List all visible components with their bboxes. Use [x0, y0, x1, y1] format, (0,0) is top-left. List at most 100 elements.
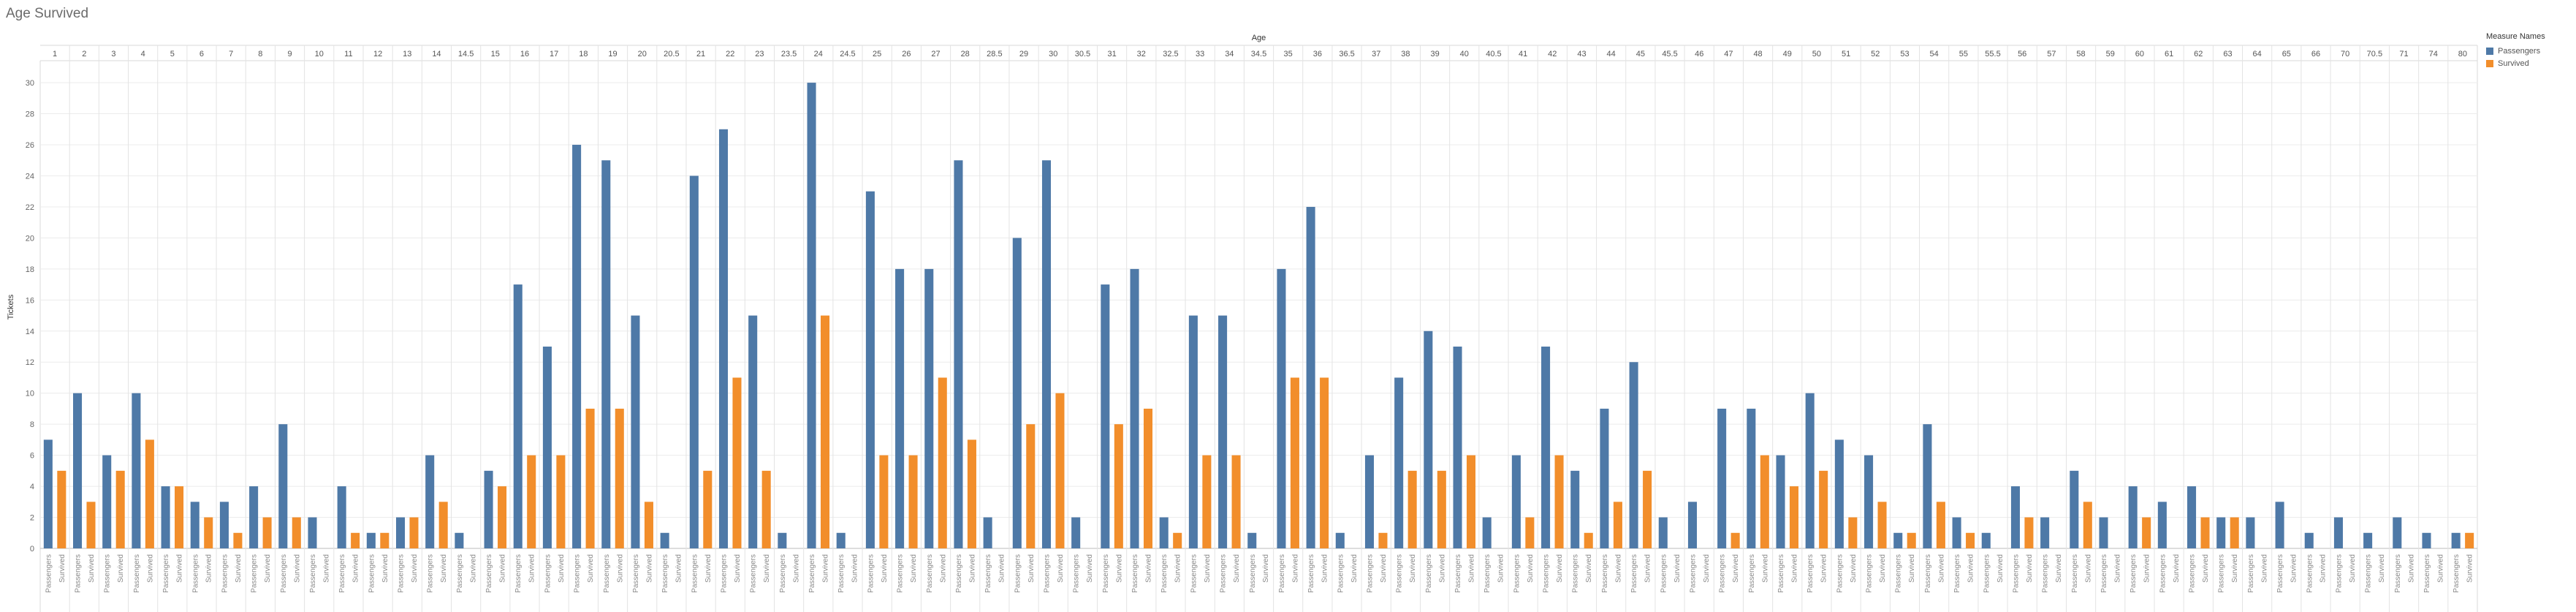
bar-survived	[2230, 517, 2239, 548]
measure-name-label: Passengers	[808, 554, 816, 593]
x-category-label: 11	[344, 50, 352, 58]
x-category-label: 74	[2429, 50, 2438, 58]
bar-survived	[438, 502, 448, 548]
measure-name-label: Passengers	[1220, 554, 1228, 593]
bar-survived	[761, 470, 771, 548]
measure-name-label: Passengers	[2452, 554, 2461, 593]
measure-name-label: Passengers	[2159, 554, 2167, 593]
x-category-label: 22	[726, 50, 734, 58]
measure-name-label: Survived	[58, 554, 67, 583]
x-category-label: 61	[2165, 50, 2173, 58]
bar-survived	[556, 455, 566, 548]
bar-survived	[938, 377, 947, 548]
x-category-label: 23	[755, 50, 764, 58]
bar-passengers	[73, 393, 83, 548]
bar-survived	[615, 408, 624, 548]
bar-passengers	[2304, 532, 2314, 548]
bar-passengers	[132, 393, 141, 548]
x-category-label: 40.5	[1486, 50, 1501, 58]
measure-name-label: Survived	[381, 554, 390, 583]
y-tick-label: 24	[26, 172, 34, 181]
bar-survived	[2200, 517, 2210, 548]
legend-title: Measure Names	[2486, 32, 2545, 41]
bar-passengers	[1747, 408, 1756, 548]
x-category-label: 46	[1695, 50, 1703, 58]
measure-name-label: Survived	[734, 554, 742, 583]
x-category-label: 34	[1225, 50, 1234, 58]
measure-name-label: Passengers	[398, 554, 406, 593]
bar-passengers	[572, 145, 582, 548]
measure-name-label: Passengers	[2306, 554, 2314, 593]
measure-name-label: Passengers	[1190, 554, 1198, 593]
measure-name-label: Survived	[616, 554, 624, 583]
legend-item-passengers[interactable]: Passengers	[2486, 45, 2545, 57]
bar-passengers	[43, 439, 53, 548]
x-category-label: 14.5	[458, 50, 474, 58]
measure-name-label: Passengers	[2423, 554, 2431, 593]
measure-name-label: Survived	[2290, 554, 2298, 583]
measure-name-label: Survived	[2113, 554, 2121, 583]
measure-name-label: Survived	[1497, 554, 1505, 583]
measure-name-label: Survived	[2407, 554, 2415, 583]
measure-name-label: Passengers	[2012, 554, 2020, 593]
measure-name-label: Passengers	[1543, 554, 1551, 593]
x-category-label: 43	[1577, 50, 1586, 58]
bar-survived	[115, 470, 125, 548]
measure-name-label: Passengers	[309, 554, 317, 593]
bar-passengers	[1600, 408, 1609, 548]
bar-passengers	[631, 315, 640, 548]
measure-name-label: Survived	[1703, 554, 1711, 583]
bar-passengers	[807, 83, 816, 549]
y-tick-label: 18	[26, 265, 34, 274]
bar-passengers	[1717, 408, 1727, 548]
x-category-label: 24.5	[840, 50, 855, 58]
bar-survived	[204, 517, 213, 548]
bar-survived	[2465, 532, 2474, 548]
bar-passengers	[513, 284, 523, 548]
measure-name-label: Passengers	[427, 554, 435, 593]
measure-name-label: Passengers	[2247, 554, 2255, 593]
measure-name-label: Passengers	[2189, 554, 2197, 593]
bar-survived	[1789, 486, 1799, 548]
measure-name-label: Survived	[2466, 554, 2474, 583]
measure-name-label: Passengers	[1483, 554, 1492, 593]
measure-name-label: Survived	[1057, 554, 1065, 583]
bar-survived	[1848, 517, 1858, 548]
measure-name-label: Passengers	[926, 554, 934, 593]
x-category-label: 57	[2047, 50, 2056, 58]
measure-name-label: Passengers	[1043, 554, 1051, 593]
bar-passengers	[1394, 377, 1404, 548]
x-category-label: 55.5	[1985, 50, 2000, 58]
measure-name-label: Survived	[1350, 554, 1359, 583]
measure-name-label: Passengers	[2071, 554, 2079, 593]
y-tick-label: 0	[30, 545, 34, 554]
x-category-label: 60	[2135, 50, 2144, 58]
bar-passengers	[278, 424, 288, 548]
bar-survived	[351, 532, 360, 548]
x-category-label: 13	[403, 50, 411, 58]
bar-passengers	[1188, 315, 1198, 548]
measure-name-label: Passengers	[1953, 554, 1961, 593]
y-tick-label: 6	[30, 452, 34, 461]
measure-name-label: Passengers	[251, 554, 259, 593]
measure-name-label: Passengers	[1719, 554, 1727, 593]
measure-name-label: Passengers	[2218, 554, 2226, 593]
x-category-label: 62	[2194, 50, 2203, 58]
bar-passengers	[1541, 347, 1551, 548]
measure-name-label: Passengers	[338, 554, 346, 593]
measure-name-label: Survived	[235, 554, 243, 583]
bar-passengers	[748, 315, 758, 548]
measure-name-label: Survived	[1673, 554, 1682, 583]
bar-passengers	[1424, 330, 1433, 548]
bar-survived	[1966, 532, 1975, 548]
measure-name-label: Survived	[1262, 554, 1270, 583]
legend-item-survived[interactable]: Survived	[2486, 57, 2545, 69]
bar-survived	[1407, 470, 1417, 548]
x-category-label: 41	[1519, 50, 1527, 58]
bar-passengers	[778, 532, 787, 548]
measure-name-label: Passengers	[1425, 554, 1433, 593]
bar-passengers	[2246, 517, 2255, 548]
x-category-label: 66	[2311, 50, 2320, 58]
y-tick-label: 20	[26, 234, 34, 243]
bar-survived	[233, 532, 243, 548]
